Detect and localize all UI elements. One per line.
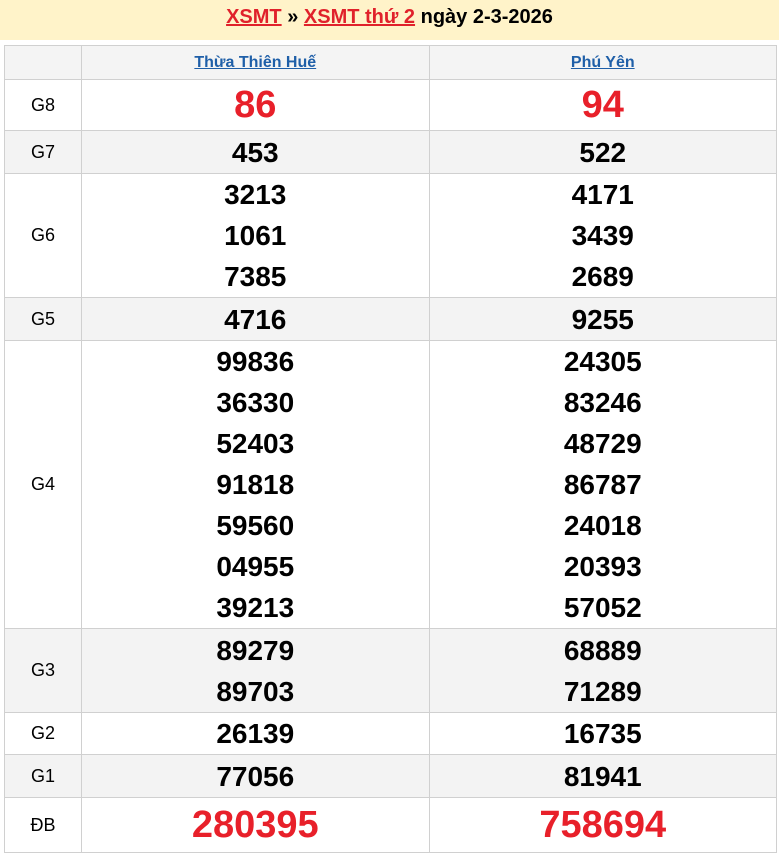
prize-number: 20393 xyxy=(563,551,642,582)
prize-number: 94 xyxy=(581,84,624,126)
prize-label: G6 xyxy=(4,173,82,298)
prize-cell: 81941 xyxy=(428,754,777,798)
table-row: G3 89279 89703 68889 71289 xyxy=(4,628,777,713)
prize-cell: 4171 3439 2689 xyxy=(428,173,777,298)
province-header: Phú Yên xyxy=(428,45,777,80)
prize-cell: 280395 xyxy=(81,797,430,853)
prize-number: 71289 xyxy=(563,675,642,707)
prize-label: G1 xyxy=(4,754,82,798)
table-row: G5 4716 9255 xyxy=(4,297,777,341)
prize-cell: 86 xyxy=(81,79,430,131)
prize-number: 77056 xyxy=(216,760,295,792)
prize-number: 9255 xyxy=(571,303,634,335)
date-text: ngày 2-3-2026 xyxy=(420,6,553,28)
prize-number: 91818 xyxy=(216,469,295,500)
prize-number: 3213 xyxy=(224,179,287,210)
table-row: ĐB 280395 758694 xyxy=(4,797,777,853)
prize-number: 59560 xyxy=(216,510,295,541)
prize-cell: 89279 89703 xyxy=(81,628,430,713)
prize-cell: 26139 xyxy=(81,712,430,755)
prize-number: 48729 xyxy=(563,428,642,459)
prize-cell: 9255 xyxy=(428,297,777,341)
prize-label: G4 xyxy=(4,340,82,629)
xsmt-link[interactable]: XSMT xyxy=(226,6,282,28)
prize-number: 4171 xyxy=(571,179,634,210)
table-row: G6 3213 1061 7385 4171 3439 2689 xyxy=(4,173,777,298)
prize-number: 16735 xyxy=(563,718,642,749)
table-header-row: Thừa Thiên Huế Phú Yên xyxy=(4,45,777,80)
table-row: G7 453 522 xyxy=(4,130,777,174)
prize-number: 4716 xyxy=(224,303,287,335)
prize-cell: 758694 xyxy=(428,797,777,853)
province-link-0[interactable]: Thừa Thiên Huế xyxy=(194,53,317,71)
prize-number: 280395 xyxy=(191,804,319,846)
prize-cell: 99836 36330 52403 91818 59560 04955 39213 xyxy=(81,340,430,629)
prize-cell: 94 xyxy=(428,79,777,131)
prize-label: G8 xyxy=(4,79,82,131)
prize-number: 2689 xyxy=(571,261,634,292)
prize-label: ĐB xyxy=(4,797,82,853)
prize-label: G5 xyxy=(4,297,82,341)
prize-number: 89279 xyxy=(216,634,295,666)
table-row: G2 26139 16735 xyxy=(4,712,777,755)
prize-number: 99836 xyxy=(216,346,295,377)
prize-number: 758694 xyxy=(539,804,667,846)
prize-number: 39213 xyxy=(216,592,295,623)
prize-number: 522 xyxy=(579,136,627,168)
prize-number: 26139 xyxy=(216,718,295,749)
header-blank-cell xyxy=(4,45,82,80)
prize-cell: 77056 xyxy=(81,754,430,798)
province-header: Thừa Thiên Huế xyxy=(81,45,430,80)
table-row: G4 99836 36330 52403 91818 59560 04955 39213 243… xyxy=(4,340,777,629)
prize-label: G3 xyxy=(4,628,82,713)
table-row: G1 77056 81941 xyxy=(4,754,777,798)
prize-number: 24305 xyxy=(563,346,642,377)
prize-cell: 3213 1061 7385 xyxy=(81,173,430,298)
prize-number: 86787 xyxy=(563,469,642,500)
prize-cell: 453 xyxy=(81,130,430,174)
prize-number: 68889 xyxy=(563,634,642,666)
prize-number: 36330 xyxy=(216,387,295,418)
prize-number: 04955 xyxy=(216,551,295,582)
breadcrumb-separator: » xyxy=(287,6,299,28)
prize-number: 89703 xyxy=(216,675,295,707)
xsmt-weekday-link[interactable]: XSMT thứ 2 xyxy=(303,6,416,28)
page-title: XSMT » XSMT thứ 2 ngày 2-3-2026 xyxy=(0,0,779,40)
prize-cell: 4716 xyxy=(81,297,430,341)
prize-cell: 68889 71289 xyxy=(428,628,777,713)
prize-cell: 522 xyxy=(428,130,777,174)
prize-label: G7 xyxy=(4,130,82,174)
results-table: Thừa Thiên Huế Phú Yên G8 86 94 G7 453 522 G6 3… xyxy=(4,45,777,853)
prize-number: 1061 xyxy=(224,220,287,251)
prize-number: 24018 xyxy=(563,510,642,541)
prize-cell: 24305 83246 48729 86787 24018 20393 57052 xyxy=(428,340,777,629)
prize-number: 81941 xyxy=(563,760,642,792)
prize-number: 7385 xyxy=(224,261,287,292)
prize-cell: 16735 xyxy=(428,712,777,755)
prize-number: 52403 xyxy=(216,428,295,459)
prize-number: 86 xyxy=(234,84,277,126)
prize-number: 83246 xyxy=(563,387,642,418)
prize-label: G2 xyxy=(4,712,82,755)
prize-number: 3439 xyxy=(571,220,634,251)
table-row: G8 86 94 xyxy=(4,79,777,131)
prize-number: 453 xyxy=(231,136,279,168)
prize-number: 57052 xyxy=(563,592,642,623)
province-link-1[interactable]: Phú Yên xyxy=(570,53,635,71)
